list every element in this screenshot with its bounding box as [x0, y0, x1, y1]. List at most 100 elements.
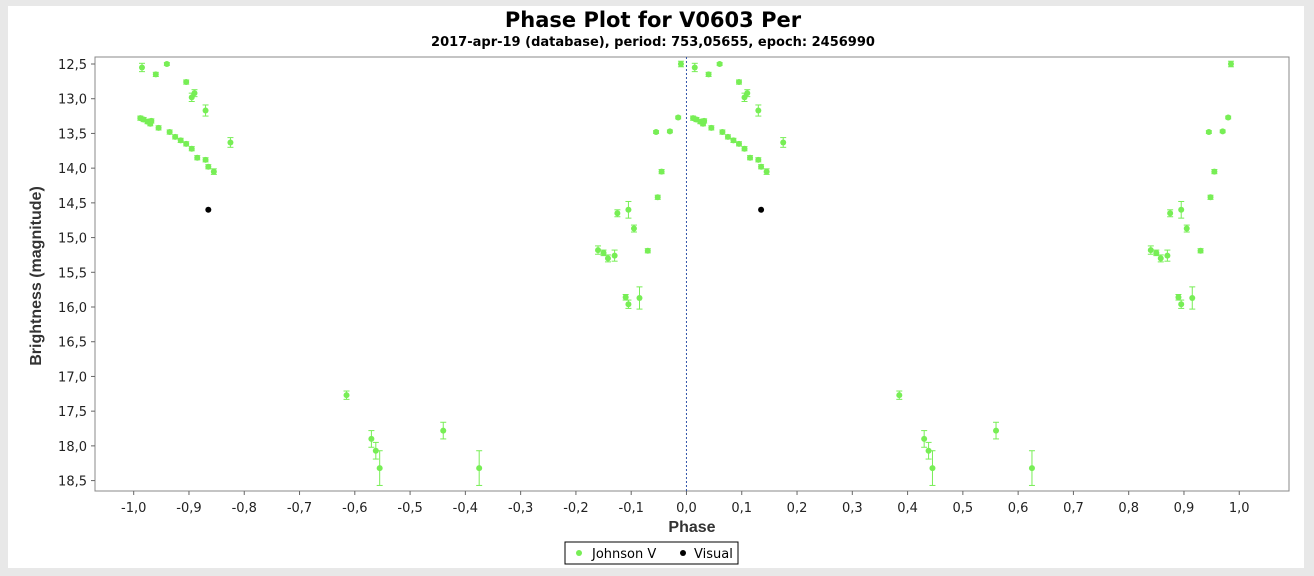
data-point: [666, 128, 673, 135]
y-tick-label: 15,0: [58, 232, 87, 247]
data-point: [177, 137, 184, 144]
data-point: [677, 61, 684, 67]
data-point: [611, 252, 618, 259]
y-tick-label: 14,5: [58, 197, 87, 212]
plot-area: [94, 56, 1290, 492]
y-tick-label: 16,5: [58, 336, 87, 351]
x-tick-label: -0,9: [176, 501, 201, 516]
data-point: [1227, 61, 1234, 67]
data-point: [625, 206, 632, 213]
data-point: [1147, 247, 1154, 254]
data-point: [1164, 252, 1171, 259]
data-point: [701, 117, 708, 124]
data-point: [600, 249, 607, 256]
data-point: [744, 90, 751, 97]
data-point: [194, 154, 201, 161]
data-point: [1167, 210, 1174, 217]
x-tick-label: 0,9: [1174, 501, 1195, 516]
data-point: [1207, 194, 1214, 201]
data-point: [172, 133, 179, 140]
data-point: [644, 247, 651, 254]
x-tick-label: -1,0: [121, 501, 146, 516]
x-tick-label: 0,3: [842, 501, 863, 516]
series-johnson-v: [137, 60, 1234, 486]
data-point: [614, 210, 621, 217]
x-axis-ticks: -1,0 -0,9 -0,8 -0,7 -0,6 -0,5 -0,4 -0,3 -0,2 -0,1…: [121, 491, 1250, 516]
data-point: [653, 129, 660, 136]
chart-frame: Phase Plot for V0603 Per 2017-apr-19 (da…: [8, 6, 1304, 568]
data-point: [202, 107, 209, 114]
y-axis-label: Brightness (magnitude): [28, 186, 45, 366]
data-point: [368, 435, 375, 442]
data-point: [343, 392, 350, 399]
data-point: [993, 427, 1000, 434]
data-point: [183, 140, 190, 147]
data-point: [1178, 206, 1185, 213]
data-point: [1205, 129, 1212, 136]
data-point: [622, 294, 629, 301]
data-point: [1028, 465, 1035, 472]
data-points: [137, 60, 1234, 486]
x-tick-label: 0,2: [787, 501, 808, 516]
data-point: [735, 79, 742, 86]
y-tick-label: 16,0: [58, 301, 87, 316]
y-tick-label: 17,5: [58, 405, 87, 420]
data-point: [636, 294, 643, 301]
data-point: [758, 206, 765, 213]
data-point: [654, 194, 661, 201]
data-point: [1225, 114, 1232, 121]
data-point: [708, 124, 715, 131]
data-point: [1178, 301, 1185, 308]
x-tick-label: -0,3: [508, 501, 533, 516]
chart-subtitle: 2017-apr-19 (database), period: 753,0565…: [431, 35, 875, 50]
x-tick-label: -0,6: [342, 501, 367, 516]
legend-box: [564, 541, 739, 565]
data-point: [202, 156, 209, 163]
data-point: [755, 156, 762, 163]
y-tick-label: 18,0: [58, 440, 87, 455]
data-point: [735, 140, 742, 147]
data-point: [155, 124, 162, 131]
y-tick-label: 17,0: [58, 370, 87, 385]
data-point: [376, 465, 383, 472]
data-point: [1197, 247, 1204, 254]
phase-plot-chart: Phase Plot for V0603 Per 2017-apr-19 (da…: [28, 8, 1290, 565]
data-point: [730, 137, 737, 144]
data-point: [476, 465, 483, 472]
legend: Johnson V Visual: [564, 541, 739, 565]
data-point: [741, 145, 748, 152]
data-point: [921, 435, 928, 442]
data-point: [1211, 168, 1218, 175]
data-point: [595, 247, 602, 254]
data-point: [758, 163, 765, 170]
series-visual: [205, 206, 765, 213]
data-point: [716, 61, 723, 67]
legend-visual-marker: [680, 550, 686, 556]
data-point: [896, 392, 903, 399]
y-tick-label: 15,5: [58, 266, 87, 281]
x-tick-label: -0,5: [397, 501, 422, 516]
data-point: [658, 168, 665, 175]
chart-title: Phase Plot for V0603 Per: [505, 8, 802, 32]
y-tick-label: 13,5: [58, 127, 87, 142]
data-point: [152, 71, 159, 78]
data-point: [1175, 294, 1182, 301]
x-tick-label: -0,1: [619, 501, 644, 516]
y-tick-label: 12,5: [58, 58, 87, 73]
data-point: [925, 447, 932, 454]
x-tick-label: 1,0: [1229, 501, 1250, 516]
y-axis-ticks: 12,5 13,0 13,5 14,0 14,5 15,0 15,5 16,0 16,5 17,0…: [58, 58, 95, 490]
x-tick-label: 0,1: [731, 501, 752, 516]
x-tick-label: 0,6: [1008, 501, 1029, 516]
data-point: [675, 114, 682, 121]
data-point: [705, 71, 712, 78]
legend-johnson-v-marker: [576, 550, 582, 556]
data-point: [183, 79, 190, 86]
data-point: [1153, 249, 1160, 256]
data-point: [755, 107, 762, 114]
data-point: [691, 64, 698, 71]
x-tick-label: 0,4: [897, 501, 918, 516]
data-point: [205, 163, 212, 170]
data-point: [1219, 128, 1226, 135]
data-point: [163, 61, 170, 67]
